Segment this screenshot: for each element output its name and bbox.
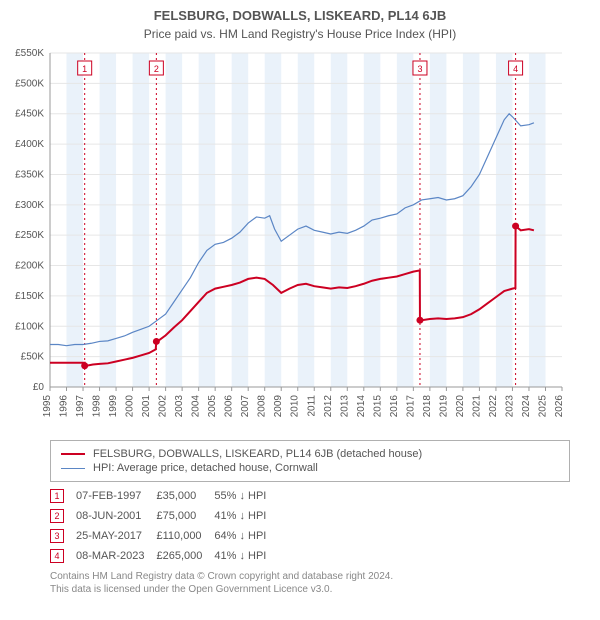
svg-text:1996: 1996 — [59, 395, 70, 418]
transaction-marker: 2 — [50, 509, 64, 523]
chart-svg: £0 £50K £100K £150K £200K £250K £300K £350K £400… — [0, 47, 570, 427]
svg-text:1997: 1997 — [75, 395, 86, 418]
svg-text:2021: 2021 — [471, 395, 482, 418]
svg-text:2025: 2025 — [537, 395, 548, 418]
svg-text:2002: 2002 — [158, 395, 169, 418]
attribution: Contains HM Land Registry data © Crown c… — [50, 570, 570, 596]
transaction-date: 25-MAY-2017 — [76, 526, 156, 546]
transaction-delta: 41% ↓ HPI — [214, 506, 278, 526]
svg-text:1995: 1995 — [42, 395, 53, 418]
legend-label-price-paid: FELSBURG, DOBWALLS, LISKEARD, PL14 6JB (… — [93, 448, 422, 460]
chart-title: FELSBURG, DOBWALLS, LISKEARD, PL14 6JB — [0, 0, 600, 23]
legend-swatch-hpi — [61, 468, 85, 469]
transaction-table: 1 07-FEB-1997£35,00055% ↓ HPI 2 08-JUN-2001… — [50, 486, 278, 566]
svg-text:£200K: £200K — [15, 261, 44, 272]
chart-subtitle: Price paid vs. HM Land Registry's House … — [0, 23, 600, 47]
svg-text:£250K: £250K — [15, 230, 44, 241]
legend-item-price-paid: FELSBURG, DOBWALLS, LISKEARD, PL14 6JB (… — [61, 447, 559, 461]
svg-text:£300K: £300K — [15, 200, 44, 211]
svg-text:3: 3 — [417, 64, 422, 74]
svg-text:2020: 2020 — [455, 395, 466, 418]
chart-container: FELSBURG, DOBWALLS, LISKEARD, PL14 6JB P… — [0, 0, 600, 596]
svg-text:4: 4 — [513, 64, 518, 74]
svg-text:2004: 2004 — [191, 395, 202, 418]
svg-text:2023: 2023 — [504, 395, 515, 418]
legend-label-hpi: HPI: Average price, detached house, Corn… — [93, 462, 318, 474]
svg-text:£350K: £350K — [15, 169, 44, 180]
transaction-marker: 4 — [50, 549, 64, 563]
svg-text:2000: 2000 — [125, 395, 136, 418]
svg-text:2016: 2016 — [389, 395, 400, 418]
table-row: 4 08-MAR-2023£265,00041% ↓ HPI — [50, 546, 278, 566]
svg-text:1998: 1998 — [92, 395, 103, 418]
svg-text:£0: £0 — [33, 382, 45, 393]
svg-text:2006: 2006 — [224, 395, 235, 418]
legend: FELSBURG, DOBWALLS, LISKEARD, PL14 6JB (… — [50, 440, 570, 482]
svg-text:£50K: £50K — [21, 352, 45, 363]
svg-text:2012: 2012 — [323, 395, 334, 418]
transaction-date: 07-FEB-1997 — [76, 486, 156, 506]
transaction-delta: 55% ↓ HPI — [214, 486, 278, 506]
svg-text:2: 2 — [154, 64, 159, 74]
svg-text:£150K: £150K — [15, 291, 44, 302]
attribution-line1: Contains HM Land Registry data © Crown c… — [50, 570, 570, 583]
svg-text:2018: 2018 — [422, 395, 433, 418]
svg-text:£450K: £450K — [15, 109, 44, 120]
transaction-marker: 3 — [50, 529, 64, 543]
transaction-date: 08-MAR-2023 — [76, 546, 156, 566]
svg-text:2014: 2014 — [356, 395, 367, 418]
svg-text:£550K: £550K — [15, 48, 44, 59]
attribution-line2: This data is licensed under the Open Gov… — [50, 583, 570, 596]
svg-text:£500K: £500K — [15, 78, 44, 89]
legend-swatch-price-paid — [61, 453, 85, 455]
svg-text:2005: 2005 — [207, 395, 218, 418]
table-row: 1 07-FEB-1997£35,00055% ↓ HPI — [50, 486, 278, 506]
table-row: 2 08-JUN-2001£75,00041% ↓ HPI — [50, 506, 278, 526]
svg-text:1: 1 — [82, 64, 87, 74]
svg-text:2009: 2009 — [273, 395, 284, 418]
transaction-price: £35,000 — [156, 486, 214, 506]
svg-text:2007: 2007 — [240, 395, 251, 418]
svg-text:2011: 2011 — [306, 395, 317, 417]
transaction-delta: 64% ↓ HPI — [214, 526, 278, 546]
svg-text:2026: 2026 — [554, 395, 565, 418]
svg-text:2015: 2015 — [372, 395, 383, 418]
svg-text:2001: 2001 — [141, 395, 152, 418]
chart-plot: £0 £50K £100K £150K £200K £250K £300K £350K £400… — [0, 47, 600, 432]
svg-text:1999: 1999 — [108, 395, 119, 418]
transaction-price: £110,000 — [156, 526, 214, 546]
svg-text:2017: 2017 — [405, 395, 416, 418]
table-row: 3 25-MAY-2017£110,00064% ↓ HPI — [50, 526, 278, 546]
transaction-date: 08-JUN-2001 — [76, 506, 156, 526]
svg-text:2024: 2024 — [521, 395, 532, 418]
svg-text:2022: 2022 — [488, 395, 499, 418]
legend-item-hpi: HPI: Average price, detached house, Corn… — [61, 461, 559, 475]
transaction-marker: 1 — [50, 489, 64, 503]
svg-text:2013: 2013 — [339, 395, 350, 418]
svg-text:£400K: £400K — [15, 139, 44, 150]
transaction-delta: 41% ↓ HPI — [214, 546, 278, 566]
svg-text:2019: 2019 — [438, 395, 449, 418]
svg-text:2010: 2010 — [290, 395, 301, 418]
svg-text:2008: 2008 — [257, 395, 268, 418]
transaction-price: £75,000 — [156, 506, 214, 526]
svg-text:£100K: £100K — [15, 321, 44, 332]
transaction-price: £265,000 — [156, 546, 214, 566]
svg-text:2003: 2003 — [174, 395, 185, 418]
